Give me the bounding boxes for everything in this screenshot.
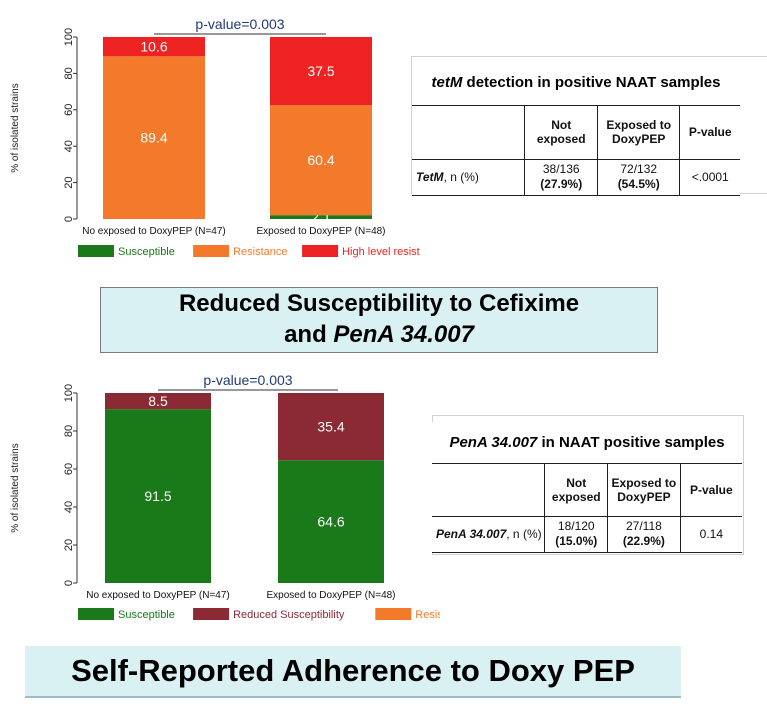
chart-pena-susceptibility: 0 20 40 60 80 100 % of isolated strains 91.5 8.5… [10,372,440,621]
y-tick-label: 0 [63,580,75,586]
header-pvalue: P-value [680,463,742,517]
y-axis-label: % of isolated strains [10,443,21,533]
chart-tetm-resistance: 0 20 40 60 80 100 % of isolated strains 89.4 10.… [10,16,420,258]
bar-segment [105,409,211,583]
data-label: 89.4 [140,130,167,146]
data-label: 64.6 [317,514,344,530]
y-tick-label: 60 [63,104,75,116]
y-tick-label: 100 [63,384,75,402]
bar-segment [103,37,205,57]
data-label: 91.5 [144,488,171,504]
tetm-table-title: tetM detection in positive NAAT samples [412,60,740,106]
bar-segment [270,105,372,216]
y-tick-label: 20 [63,539,75,551]
y-tick-label: 0 [63,216,75,222]
legend-swatch [78,608,114,620]
y-tick-label: 60 [63,463,75,475]
y-tick-label: 100 [63,28,75,46]
cell-not-exposed: 38/136 (27.9%) [524,159,598,196]
data-label: 35.4 [317,419,344,435]
cell-pvalue: <.0001 [679,159,740,196]
bar-segment [103,56,205,220]
legend-label: Resistance [233,246,287,258]
cell-exposed: 72/132 (54.5%) [597,159,681,196]
header-not-exposed: Not exposed [544,463,609,517]
y-axis-label: % of isolated strains [10,83,21,173]
bar-segment [270,215,372,219]
data-label: 37.5 [307,63,334,79]
banner-line1: Reduced Susceptibility to Cefixime [178,290,580,317]
bar-segment [278,393,384,461]
pena-table-title: PenA 34.007 in NAAT positive samples [432,422,742,464]
header-pvalue: P-value [679,105,740,160]
data-label: 10.6 [140,39,167,55]
legend-label: Resistance [415,609,440,621]
pvalue-annotation: p-value=0.003 [203,372,292,388]
pvalue-annotation: p-value=0.003 [195,16,284,32]
y-tick-label: 20 [63,176,75,188]
row-label-tetm: TetM, n (%) [412,159,526,196]
legend-label: High level resistance [342,246,420,258]
header-exposed: Exposed to DoxyPEP [607,463,681,517]
legend-swatch [78,245,114,257]
adherence-banner: Self-Reported Adherence to Doxy PEP [25,646,681,698]
legend-swatch [193,608,230,620]
x-tick-label: Exposed to DoxyPEP (N=48) [256,226,385,237]
data-label: 8.5 [148,393,168,409]
header-not-exposed: Not exposed [524,105,598,160]
banner-line2: and PenA 34.007 [284,321,474,348]
cell-pvalue: 0.14 [680,516,742,553]
y-tick-label: 40 [63,501,75,513]
header-exposed: Exposed to DoxyPEP [597,105,681,160]
y-tick-label: 40 [63,140,75,152]
y-tick-label: 80 [63,425,75,437]
tetm-table: tetM detection in positive NAAT samples … [412,60,740,196]
y-tick-label: 80 [63,67,75,79]
legend-swatch [193,245,230,257]
row-label-pena: PenA 34.007, n (%) [432,516,546,553]
pena-table: PenA 34.007 in NAAT positive samples Not… [432,422,742,553]
legend-label: Susceptible [118,609,175,621]
cell-exposed: 27/118 (22.9%) [607,516,681,553]
cell-not-exposed: 18/120 (15.0%) [544,516,609,553]
x-tick-label: No exposed to DoxyPEP (N=47) [86,590,230,601]
bar-segment [105,393,211,410]
x-tick-label: No exposed to DoxyPEP (N=47) [82,226,226,237]
legend-swatch [375,608,412,620]
data-label: 60.4 [307,152,334,168]
x-tick-label: Exposed to DoxyPEP (N=48) [266,590,395,601]
legend-label: Reduced Susceptibility [233,609,345,621]
cefixime-banner: Reduced Susceptibility to Cefixime and P… [100,287,658,353]
bar-segment [270,37,372,106]
legend-label: Susceptible [118,246,175,258]
bar-segment [278,460,384,583]
legend-swatch [302,245,339,257]
